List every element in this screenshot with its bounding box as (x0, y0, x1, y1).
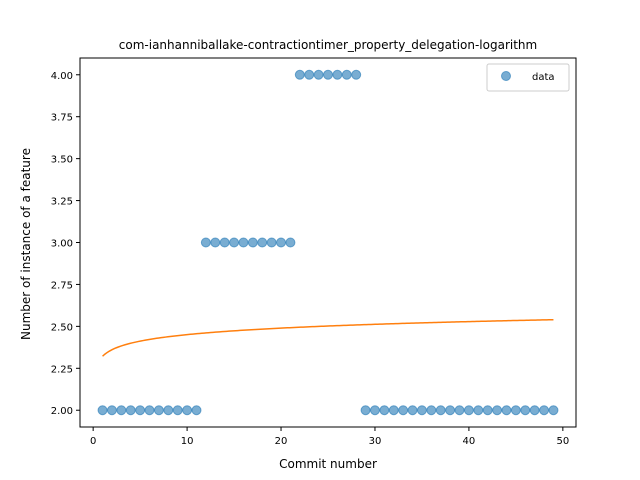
data-point (435, 405, 446, 416)
data-point (210, 237, 221, 248)
legend-label-data: data (532, 72, 555, 83)
y-tick-label: 4.00 (51, 71, 73, 82)
y-tick-label: 3.00 (51, 239, 73, 250)
y-tick-label: 3.25 (51, 197, 73, 208)
legend-box (486, 63, 570, 92)
data-point (407, 405, 418, 416)
x-tick-label: 30 (369, 436, 382, 447)
data-point (510, 405, 521, 416)
data-point (97, 405, 108, 416)
data-point (323, 69, 333, 80)
data-point (106, 405, 117, 416)
data-point (266, 237, 277, 248)
data-point (135, 405, 146, 416)
data-point (191, 405, 202, 416)
data-point (398, 405, 409, 416)
data-point (388, 405, 399, 416)
data-point (294, 69, 305, 80)
data-point (219, 237, 230, 248)
plot-area: 0 10 20 30 40 50 2.00 2.25 2.50 2.75 3.00 3.25 3.50 3… (51, 57, 577, 447)
data-point (285, 237, 296, 248)
data-point (379, 405, 390, 416)
data-point (351, 69, 362, 80)
legend-marker-data (501, 71, 511, 81)
x-tick-label: 50 (556, 436, 569, 447)
x-axis-label: Commit number (279, 457, 377, 471)
data-point (163, 405, 174, 416)
data-point (360, 405, 371, 416)
data-point (482, 405, 493, 416)
data-point (229, 237, 240, 248)
y-tick-label: 2.75 (51, 280, 73, 291)
data-point (548, 405, 559, 416)
data-point (473, 405, 484, 416)
data-point (125, 405, 136, 416)
data-point (313, 69, 324, 80)
x-tick-label: 40 (463, 436, 476, 447)
y-tick-label: 2.25 (51, 364, 73, 375)
data-point (529, 405, 540, 416)
legend: data (486, 63, 570, 92)
data-point (454, 405, 465, 416)
y-tick-label: 2.00 (51, 406, 73, 417)
data-point (238, 237, 249, 248)
chart-title: com-ianhanniballake-contractiontimer_pro… (119, 38, 537, 52)
data-point (341, 69, 352, 80)
data-point (539, 405, 550, 416)
x-tick-label: 10 (181, 436, 194, 447)
data-point (520, 405, 531, 416)
data-point (116, 405, 127, 416)
data-point (369, 405, 380, 416)
data-point (332, 69, 343, 80)
y-tick-label: 3.50 (51, 155, 73, 166)
data-point (182, 405, 193, 416)
data-point (247, 237, 258, 248)
data-point (492, 405, 503, 416)
x-tick-label: 20 (275, 436, 288, 447)
data-point (144, 405, 155, 416)
y-tick-label: 3.75 (51, 113, 73, 124)
data-point (445, 405, 456, 416)
data-point (463, 405, 474, 416)
data-point (153, 405, 164, 416)
data-point (276, 237, 287, 248)
data-point (501, 405, 512, 416)
fit-line (102, 318, 554, 357)
data-point (172, 405, 183, 416)
x-tick-label: 0 (90, 436, 96, 447)
data-point (257, 237, 268, 248)
y-tick-label: 2.50 (51, 322, 73, 333)
data-point (426, 405, 437, 416)
data-point (304, 69, 315, 80)
data-point (200, 237, 211, 248)
y-axis-label: Number of instance of a feature (19, 148, 33, 340)
data-point (416, 405, 427, 416)
